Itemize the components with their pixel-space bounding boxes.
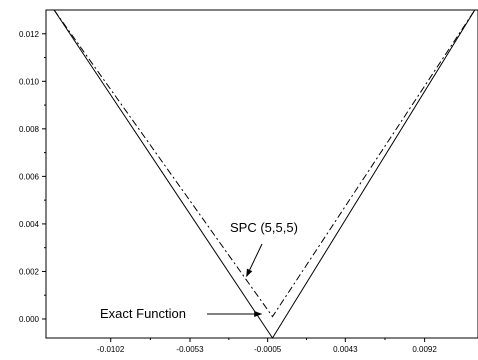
y-tick-label: 0.010 [19,77,40,86]
x-tick-label: -0.0053 [176,345,204,354]
annotation-exact-label: Exact Function [100,306,186,321]
y-tick-label: 0.012 [19,30,40,39]
y-tick-label: 0.000 [19,315,40,324]
y-tick-label: 0.002 [19,267,40,276]
y-tick-label: 0.004 [19,220,40,229]
plot-series [53,9,476,339]
x-tick-label: -0.0102 [97,345,125,354]
series-line-0 [53,9,476,339]
annotation-spc-arrow [246,243,263,278]
annotation-spc-label: SPC (5,5,5) [230,220,298,235]
axis-ticks: 0.000 0.002 0.004 0.006 0.008 0.010 0.012 -0.01… [19,30,437,354]
annotations: SPC (5,5,5) Exact Function [100,220,298,321]
y-tick-label: 0.006 [19,172,40,181]
series-line-1 [53,9,476,318]
x-tick-label: 0.0092 [412,345,437,354]
x-tick-label: 0.0043 [333,345,358,354]
x-tick-label: -0.0005 [254,345,282,354]
y-tick-label: 0.008 [19,125,40,134]
plot-frame [45,9,478,339]
